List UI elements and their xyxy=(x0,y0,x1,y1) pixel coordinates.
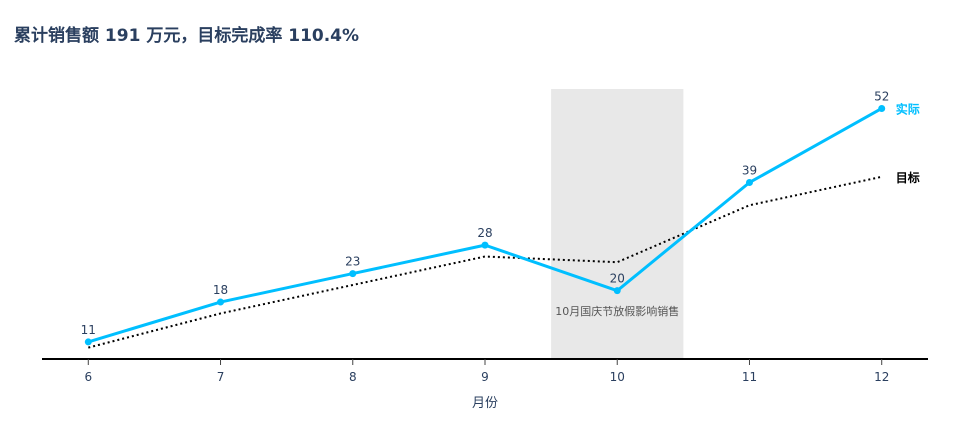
data-point xyxy=(349,270,357,278)
data-label: 39 xyxy=(742,163,757,177)
data-label: 52 xyxy=(874,89,889,103)
series-name-label: 实际 xyxy=(896,101,920,116)
holiday-band-label: 10月国庆节放假影响销售 xyxy=(555,304,679,318)
data-label: 28 xyxy=(477,226,492,240)
x-tick-label: 9 xyxy=(481,370,489,384)
chart-title: 累计销售额 191 万元，目标完成率 110.4% xyxy=(14,26,360,46)
x-axis-title: 月份 xyxy=(472,396,498,411)
x-tick-label: 10 xyxy=(610,370,625,384)
x-tick-label: 12 xyxy=(874,370,889,384)
x-tick-label: 11 xyxy=(742,370,757,384)
holiday-band xyxy=(551,89,684,359)
x-tick-label: 8 xyxy=(349,370,357,384)
x-axis-ticks: 6 7 8 9 10 11 12 xyxy=(84,359,889,384)
data-point xyxy=(745,178,753,186)
data-point xyxy=(481,241,489,249)
series-name-label: 目标 xyxy=(896,170,920,185)
data-point xyxy=(613,287,621,295)
x-tick-label: 6 xyxy=(84,370,92,384)
data-point xyxy=(217,298,225,306)
data-label: 18 xyxy=(213,283,228,297)
data-label: 23 xyxy=(345,255,360,269)
data-point xyxy=(878,104,886,112)
series-layer: 目标 11 18 23 28 20 39 52 实际 xyxy=(81,89,920,349)
data-label: 20 xyxy=(610,272,625,286)
data-label: 11 xyxy=(81,323,96,337)
data-point xyxy=(84,338,92,346)
x-tick-label: 7 xyxy=(217,370,225,384)
series-line-target xyxy=(88,175,882,349)
